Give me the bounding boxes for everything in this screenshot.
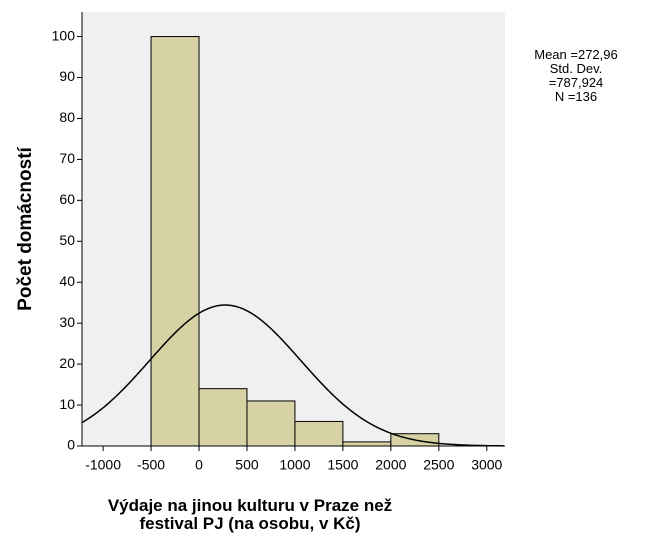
x-tick-label: 0 bbox=[195, 457, 203, 473]
bar bbox=[342, 441, 392, 447]
bar bbox=[294, 420, 344, 447]
y-tick-label: 80 bbox=[59, 109, 75, 125]
y-tick-label: 60 bbox=[59, 191, 75, 207]
x-tick-label: 1000 bbox=[279, 457, 310, 473]
stat-sd: Std. Dev. =787,924 bbox=[548, 61, 604, 90]
x-tick-label: 1500 bbox=[327, 457, 358, 473]
y-tick-label: 10 bbox=[59, 396, 75, 412]
y-axis-label: Počet domácností bbox=[15, 146, 36, 310]
x-tick-label: -1000 bbox=[85, 457, 121, 473]
y-tick-label: 40 bbox=[59, 273, 75, 289]
bar bbox=[246, 400, 296, 447]
y-tick-label: 90 bbox=[59, 68, 75, 84]
plot-background bbox=[82, 12, 505, 446]
y-tick-label: 20 bbox=[59, 355, 75, 371]
bar bbox=[198, 388, 248, 447]
bar bbox=[150, 36, 200, 447]
x-tick-label: 2500 bbox=[423, 457, 454, 473]
y-tick-label: 0 bbox=[67, 437, 75, 453]
y-tick-label: 30 bbox=[59, 314, 75, 330]
y-tick-label: 70 bbox=[59, 150, 75, 166]
x-tick-label: 2000 bbox=[375, 457, 406, 473]
stats-box: Mean =272,96 Std. Dev. =787,924 N =136 bbox=[508, 48, 644, 104]
y-tick-label: 100 bbox=[52, 27, 76, 43]
stat-n: N =136 bbox=[554, 89, 598, 104]
x-tick-label: -500 bbox=[137, 457, 165, 473]
stat-mean: Mean =272,96 bbox=[534, 47, 618, 62]
x-tick-label: 500 bbox=[235, 457, 259, 473]
x-tick-label: 3000 bbox=[471, 457, 502, 473]
normal-curve bbox=[81, 304, 505, 447]
y-tick-label: 50 bbox=[59, 232, 75, 248]
x-axis-label: Výdaje na jinou kulturu v Praze než fest… bbox=[107, 496, 393, 533]
